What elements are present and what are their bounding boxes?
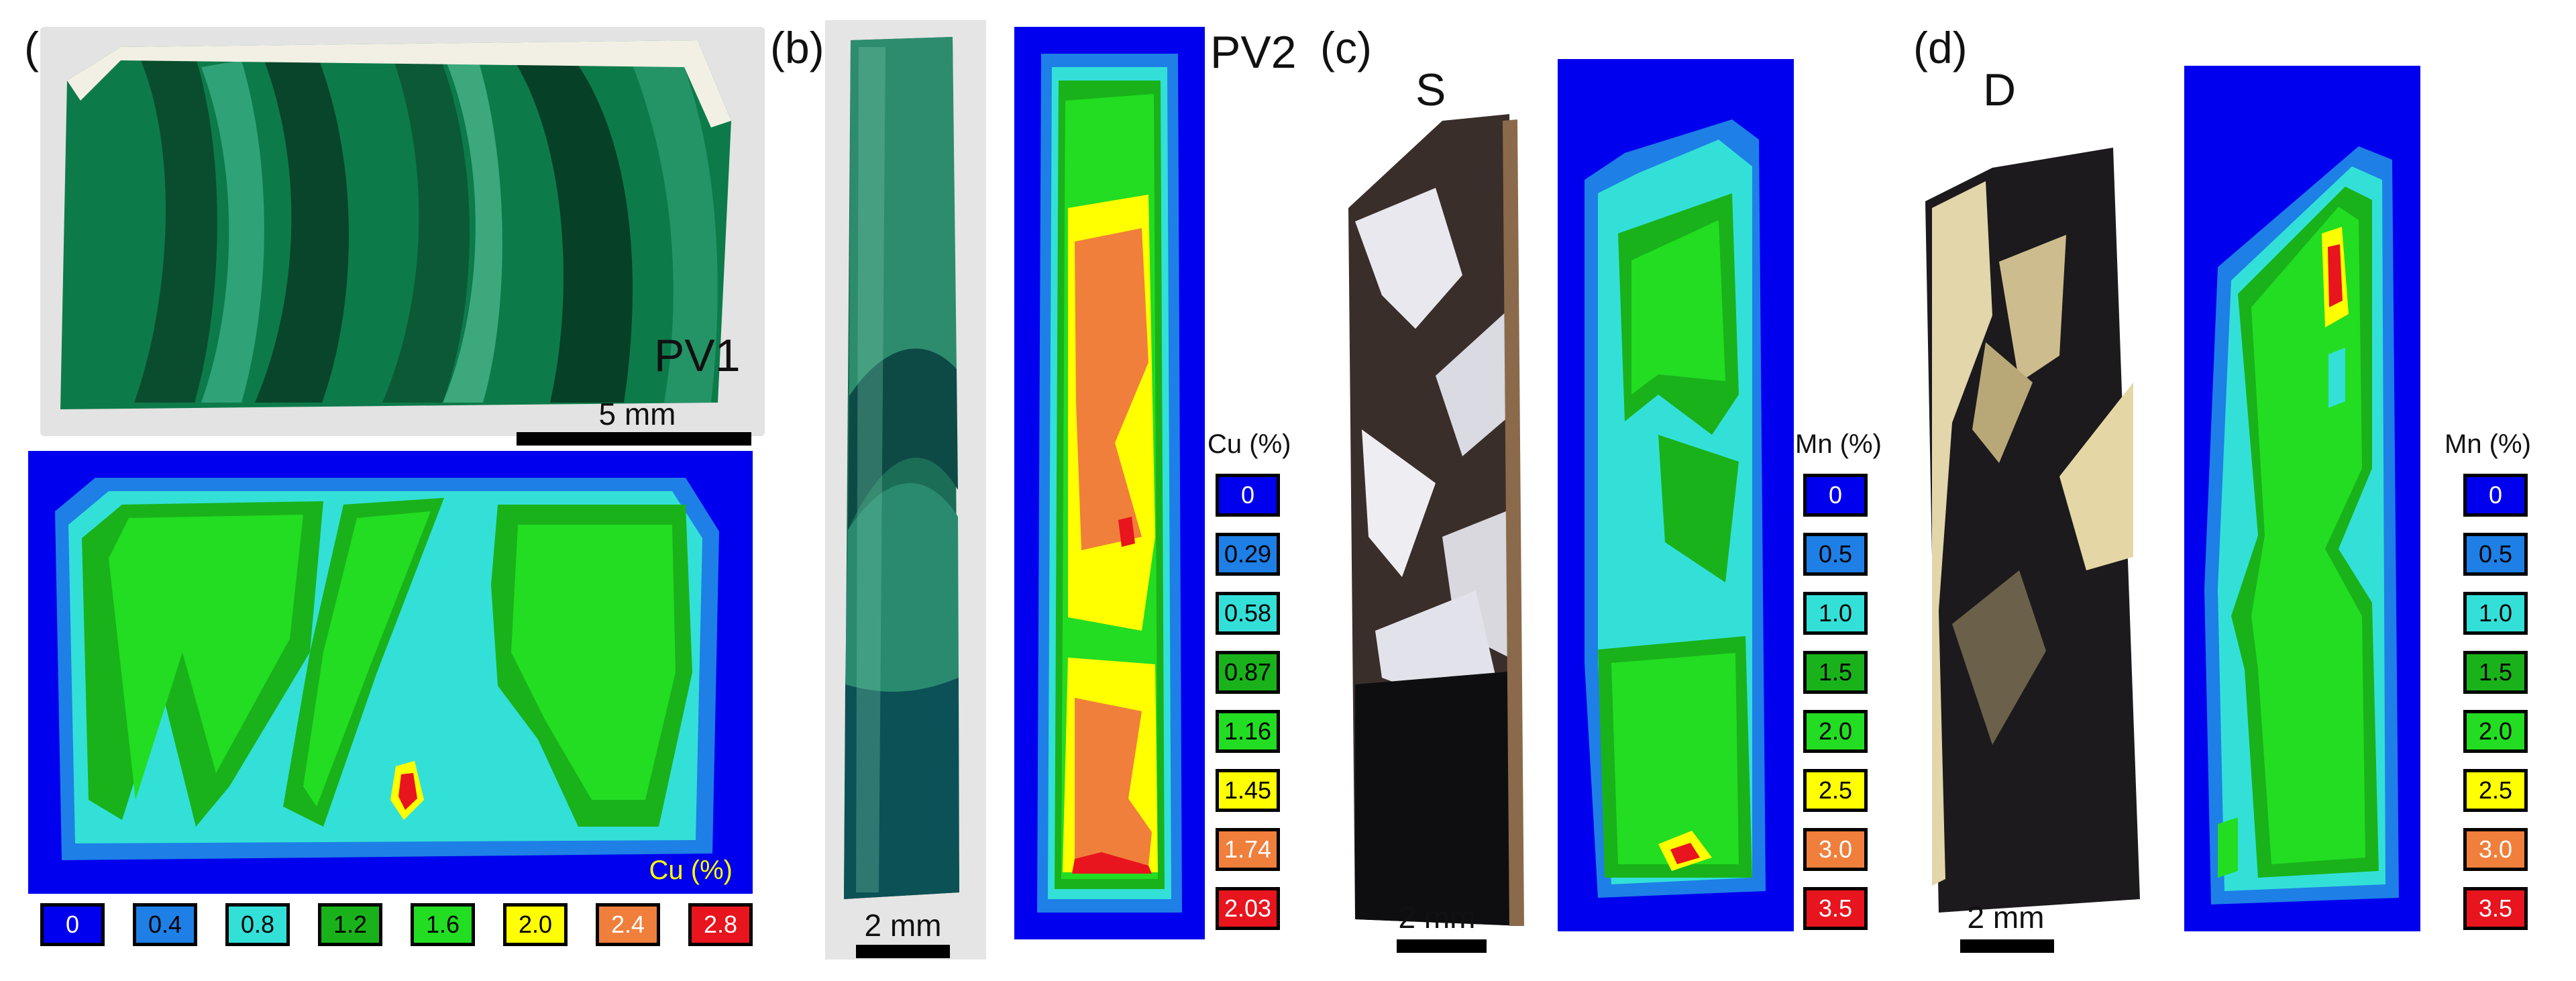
cu-map-pv2: [1014, 27, 1205, 939]
legend-b-7: 2.03: [1216, 887, 1280, 930]
legend-a-2: 0.8: [225, 903, 290, 946]
legend-d-7: 3.5: [2463, 887, 2528, 930]
legend-c-5: 2.5: [1803, 769, 1868, 812]
legend-b-1: 0.29: [1216, 533, 1280, 576]
legend-a-6: 2.4: [596, 903, 660, 946]
panel-label-d: (d): [1913, 23, 1968, 72]
scale-label-d: 2 mm: [1967, 900, 2045, 935]
scale-label-c: 2 mm: [1398, 900, 1476, 935]
legend-c-7: 3.5: [1803, 887, 1868, 930]
legend-d-4: 2.0: [2463, 710, 2528, 753]
panel-label-c: (c): [1320, 23, 1372, 72]
sample-name-d: D: [1983, 64, 2017, 115]
scale-label-b: 2 mm: [864, 908, 942, 943]
legend-a-1: 0.4: [133, 903, 197, 946]
legend-d-1: 0.5: [2463, 533, 2528, 576]
legend-b-0: 0: [1216, 474, 1280, 517]
legend-c-2: 1.0: [1803, 592, 1868, 635]
legend-a: 0 0.4 0.8 1.2 1.6 2.0 2.4 2.8: [40, 903, 753, 946]
scale-bar-d: [1960, 939, 2054, 953]
sample-photo-pv1: [40, 27, 765, 436]
legend-b-4: 1.16: [1216, 710, 1280, 753]
scale-bar-a: [517, 432, 751, 446]
legend-d-5: 2.5: [2463, 769, 2528, 812]
scale-bar-c: [1397, 939, 1487, 953]
legend-d: 0 0.5 1.0 1.5 2.0 2.5 3.0 3.5: [2463, 474, 2530, 943]
sample-photo-pv2-bg: [825, 20, 986, 960]
legend-title-d: Mn (%): [2445, 429, 2531, 459]
mn-map-d: [2184, 66, 2420, 931]
legend-a-5: 2.0: [503, 903, 568, 946]
legend-b-5: 1.45: [1216, 769, 1280, 812]
scale-label-a: 5 mm: [598, 397, 676, 431]
legend-a-0: 0: [40, 903, 105, 946]
sample-name-pv1: PV1: [654, 330, 741, 381]
legend-c-0: 0: [1803, 474, 1868, 517]
legend-d-3: 1.5: [2463, 651, 2528, 694]
sample-name-s: S: [1415, 64, 1446, 115]
legend-c-1: 0.5: [1803, 533, 1868, 576]
legend-title-a: Cu (%): [649, 856, 733, 885]
legend-a-4: 1.6: [411, 903, 475, 946]
cu-map-pv1: Cu (%): [28, 451, 753, 894]
legend-b-6: 1.74: [1216, 828, 1280, 871]
sample-photo-s: [1342, 107, 1543, 946]
legend-a-7: 2.8: [688, 903, 753, 946]
legend-d-0: 0: [2463, 474, 2528, 517]
legend-title-b: Cu (%): [1208, 429, 1291, 459]
mn-map-s: [1558, 59, 1794, 931]
panel-label-b: (b): [770, 23, 824, 72]
legend-c-3: 1.5: [1803, 651, 1868, 694]
legend-d-2: 1.0: [2463, 592, 2528, 635]
legend-d-6: 3.0: [2463, 828, 2528, 871]
legend-b-3: 0.87: [1216, 651, 1280, 694]
scale-bar-b: [856, 945, 950, 958]
legend-c-6: 3.0: [1803, 828, 1868, 871]
legend-b: 0 0.29 0.58 0.87 1.16 1.45 1.74 2.03: [1216, 474, 1283, 943]
legend-c-4: 2.0: [1803, 710, 1868, 753]
legend-c: 0 0.5 1.0 1.5 2.0 2.5 3.0 3.5: [1803, 474, 1870, 943]
sample-name-pv2: PV2: [1210, 27, 1297, 78]
legend-b-2: 0.58: [1216, 592, 1280, 635]
sample-photo-d: [1912, 141, 2167, 946]
legend-title-c: Mn (%): [1795, 429, 1882, 459]
legend-a-3: 1.2: [318, 903, 382, 946]
